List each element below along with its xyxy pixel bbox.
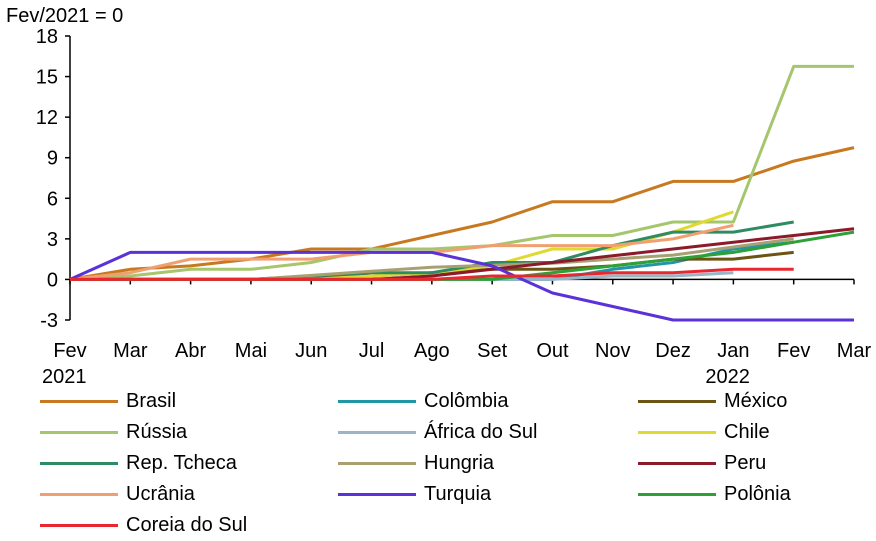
- legend-item-ucrania: Ucrânia: [40, 479, 338, 510]
- legend: Brasil Colômbia México Rússia África do Sul C…: [40, 386, 876, 541]
- legend-swatch: [638, 400, 716, 403]
- x-tick-label: Jul: [359, 340, 385, 362]
- legend-swatch: [40, 431, 118, 434]
- legend-swatch: [40, 493, 118, 496]
- legend-swatch: [638, 431, 716, 434]
- legend-label: Rússia: [126, 421, 188, 443]
- x-tick-label: 2022: [705, 366, 750, 386]
- legend-label: Colômbia: [424, 390, 509, 412]
- legend-label: Peru: [724, 452, 767, 474]
- x-tick-label: Dez: [655, 340, 691, 362]
- x-tick-label: Nov: [595, 340, 631, 362]
- series-line-turquia: [69, 250, 854, 322]
- x-tick-label: Mai: [235, 340, 267, 362]
- series-line-russia: [69, 64, 854, 281]
- legend-label: Rep. Tcheca: [126, 452, 237, 474]
- legend-swatch: [338, 462, 416, 465]
- legend-item-colombia: Colômbia: [338, 386, 638, 417]
- y-tick-label: -3: [40, 310, 58, 332]
- axes: -3 0 3 6 9 12 15 18 Fev 2021 Mar Abr Mai Jun Jul Ago Set…: [36, 26, 872, 386]
- legend-swatch: [338, 431, 416, 434]
- y-tick-label: 12: [36, 107, 58, 129]
- x-tick-label: 2021: [42, 366, 87, 386]
- legend-swatch: [638, 493, 716, 496]
- legend-label: Brasil: [126, 390, 177, 412]
- x-tick-label: Abr: [175, 340, 206, 362]
- y-tick-label: 18: [36, 26, 58, 48]
- legend-swatch: [40, 524, 118, 527]
- legend-item-rep-tcheca: Rep. Tcheca: [40, 448, 338, 479]
- legend-item-coreia-do-sul: Coreia do Sul: [40, 510, 338, 541]
- x-tick-label: Set: [477, 340, 507, 362]
- y-tick-label: 9: [47, 148, 58, 170]
- legend-label: Ucrânia: [126, 483, 195, 505]
- legend-swatch: [338, 493, 416, 496]
- legend-item-turquia: Turquia: [338, 479, 638, 510]
- legend-swatch: [338, 400, 416, 403]
- legend-item-peru: Peru: [638, 448, 876, 479]
- series-line-brasil: [69, 146, 855, 281]
- x-tick-label: Out: [536, 340, 569, 362]
- y-tick-label: 0: [47, 269, 58, 291]
- series-line-coreia-do-sul: [70, 267, 794, 281]
- legend-item-africa-do-sul: África do Sul: [338, 417, 638, 448]
- x-tick-label: Jan: [717, 340, 749, 362]
- series-line-peru: [70, 227, 855, 281]
- legend-swatch: [638, 462, 716, 465]
- x-tick-label: Mar: [837, 340, 872, 362]
- legend-item-chile: Chile: [638, 417, 876, 448]
- legend-label: Chile: [724, 421, 770, 443]
- x-tick-label: Jun: [295, 340, 327, 362]
- chart-title: Fev/2021 = 0: [6, 5, 123, 27]
- legend-label: Polônia: [724, 483, 791, 505]
- x-tick-label: Fev: [53, 340, 86, 362]
- legend-item-polonia: Polônia: [638, 479, 876, 510]
- legend-label: México: [724, 390, 788, 412]
- x-tick-label: Mar: [113, 340, 148, 362]
- legend-swatch: [40, 400, 118, 403]
- legend-label: Hungria: [424, 452, 495, 474]
- legend-label: África do Sul: [424, 421, 538, 443]
- y-tick-label: 15: [36, 67, 58, 89]
- legend-label: Coreia do Sul: [126, 514, 248, 536]
- legend-label: Turquia: [424, 483, 492, 505]
- y-tick-label: 6: [47, 188, 58, 210]
- legend-item-mexico: México: [638, 386, 876, 417]
- legend-item-brasil: Brasil: [40, 386, 338, 417]
- x-tick-label: Fev: [777, 340, 810, 362]
- x-tick-label: Ago: [414, 340, 450, 362]
- series-lines: [69, 64, 855, 322]
- line-chart: Fev/2021 = 0 -3 0 3 6 9 12 15 18 Fev 2021 Mar Abr Ma…: [6, 5, 872, 386]
- legend-item-hungria: Hungria: [338, 448, 638, 479]
- legend-swatch: [40, 462, 118, 465]
- y-tick-label: 3: [47, 229, 58, 251]
- legend-item-russia: Rússia: [40, 417, 338, 448]
